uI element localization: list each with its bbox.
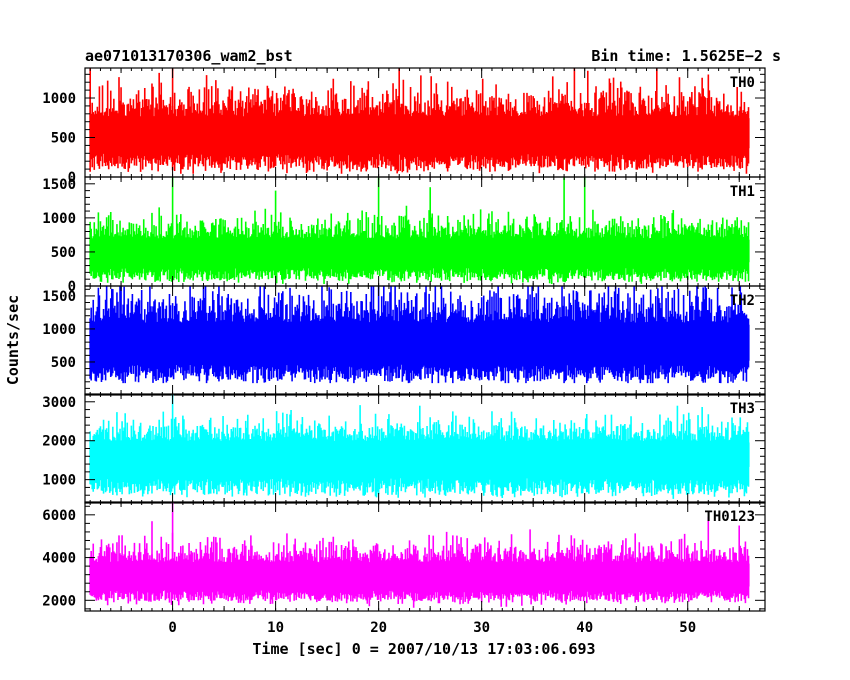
ytick-label-th0-1: 500	[51, 131, 76, 147]
ytick-label-th3-2: 3000	[42, 395, 76, 411]
panel-name-th3: TH3	[730, 401, 755, 417]
ytick-label-th3-0: 1000	[42, 473, 76, 489]
series-th1-band	[90, 239, 750, 263]
ytick-label-th1-3: 1500	[42, 177, 76, 193]
xtick-label-2: 20	[370, 620, 387, 636]
x-axis-label: Time [sec] 0 = 2007/10/13 17:03:06.693	[252, 640, 595, 658]
ytick-label-th1-0: 0	[68, 279, 76, 295]
panel-th1: 0 500 1000 1500 TH1	[42, 176, 766, 295]
panel-frame-th0123	[84, 501, 766, 612]
ytick-label-th1-1: 500	[51, 245, 76, 261]
ytick-label-th1-2: 1000	[42, 211, 76, 227]
chart-title: ae071013170306_wam2_bst	[85, 47, 293, 65]
series-th2-band	[90, 324, 750, 361]
panel-name-th2: TH2	[730, 293, 755, 309]
ytick-label-th3-1: 2000	[42, 434, 76, 450]
panel-th0: 0 500 1000 TH0	[42, 67, 766, 186]
panel-frame-th2	[84, 285, 766, 396]
panel-th0123: 2000 4000 6000 TH0123	[42, 501, 766, 612]
panel-name-th0: TH0	[730, 75, 755, 91]
ytick-label-th2-2: 1500	[42, 289, 76, 305]
xtick-label-5: 50	[679, 620, 696, 636]
panel-th2: 500 1000 1500 TH2	[42, 285, 766, 396]
series-th0123-band	[90, 563, 750, 587]
ytick-label-th0123-1: 4000	[42, 551, 76, 567]
panel-th3: 1000 2000 3000 TH3	[42, 393, 766, 504]
series-th0-band	[90, 118, 750, 149]
ytick-label-th0123-2: 6000	[42, 508, 76, 524]
panel-name-th0123: TH0123	[704, 509, 755, 525]
ytick-label-th0123-0: 2000	[42, 593, 76, 609]
xtick-label-3: 30	[473, 620, 490, 636]
ytick-label-th0-2: 1000	[42, 91, 76, 107]
xtick-label-4: 40	[576, 620, 593, 636]
panel-name-th1: TH1	[730, 184, 755, 200]
ytick-label-th2-1: 1000	[42, 322, 76, 338]
xtick-label-1: 10	[267, 620, 284, 636]
y-axis-label: Counts/sec	[4, 295, 22, 385]
xtick-label-0: 0	[168, 620, 176, 636]
bin-time-label: Bin time: 1.5625E−2 s	[591, 47, 781, 65]
ytick-label-th2-0: 500	[51, 355, 76, 371]
ytick-label-th0-0: 0	[68, 170, 76, 186]
